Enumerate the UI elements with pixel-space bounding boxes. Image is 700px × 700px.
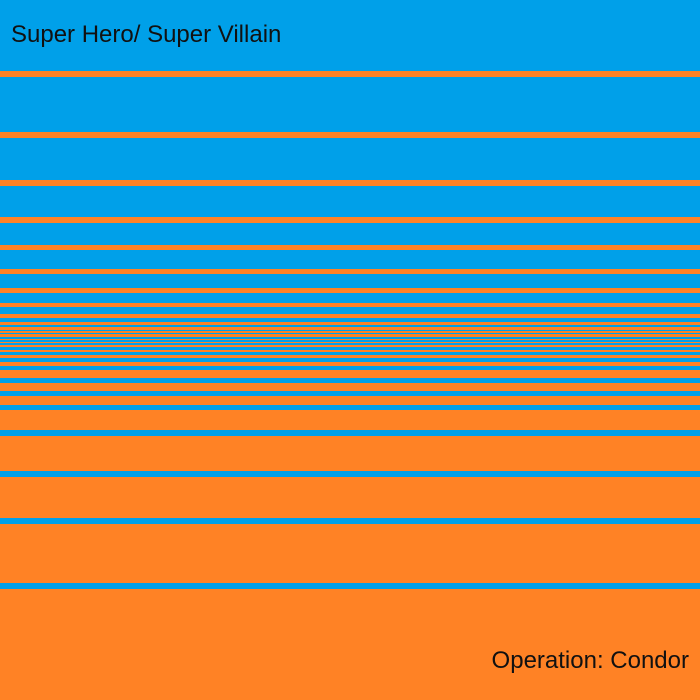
blue-stripe	[0, 358, 700, 362]
orange-stripe	[0, 322, 700, 325]
blue-stripe	[0, 347, 700, 350]
blue-stripe	[0, 343, 700, 345]
album-title: Operation: Condor	[491, 647, 689, 674]
orange-stripe	[0, 180, 700, 186]
orange-stripe	[0, 327, 700, 330]
orange-stripe	[0, 303, 700, 307]
orange-stripe	[0, 217, 700, 223]
orange-stripe	[0, 245, 700, 250]
artist-title: Super Hero/ Super Villain	[11, 21, 282, 48]
blue-stripe	[0, 340, 700, 342]
blue-stripe	[0, 405, 700, 410]
blue-stripe	[0, 366, 700, 370]
blue-stripe	[0, 471, 700, 477]
blue-stripe	[0, 352, 700, 355]
orange-stripe	[0, 334, 700, 336]
orange-stripe	[0, 288, 700, 293]
blue-stripe	[0, 583, 700, 589]
orange-stripe	[0, 132, 700, 138]
blue-stripe	[0, 391, 700, 396]
blue-stripe	[0, 378, 700, 383]
blue-stripe	[0, 518, 700, 524]
orange-stripe	[0, 269, 700, 274]
blue-field	[0, 0, 700, 336]
orange-stripe	[0, 71, 700, 77]
blue-stripe	[0, 430, 700, 436]
orange-stripe	[0, 314, 700, 318]
orange-stripe	[0, 331, 700, 333]
blue-stripe	[0, 337, 700, 339]
